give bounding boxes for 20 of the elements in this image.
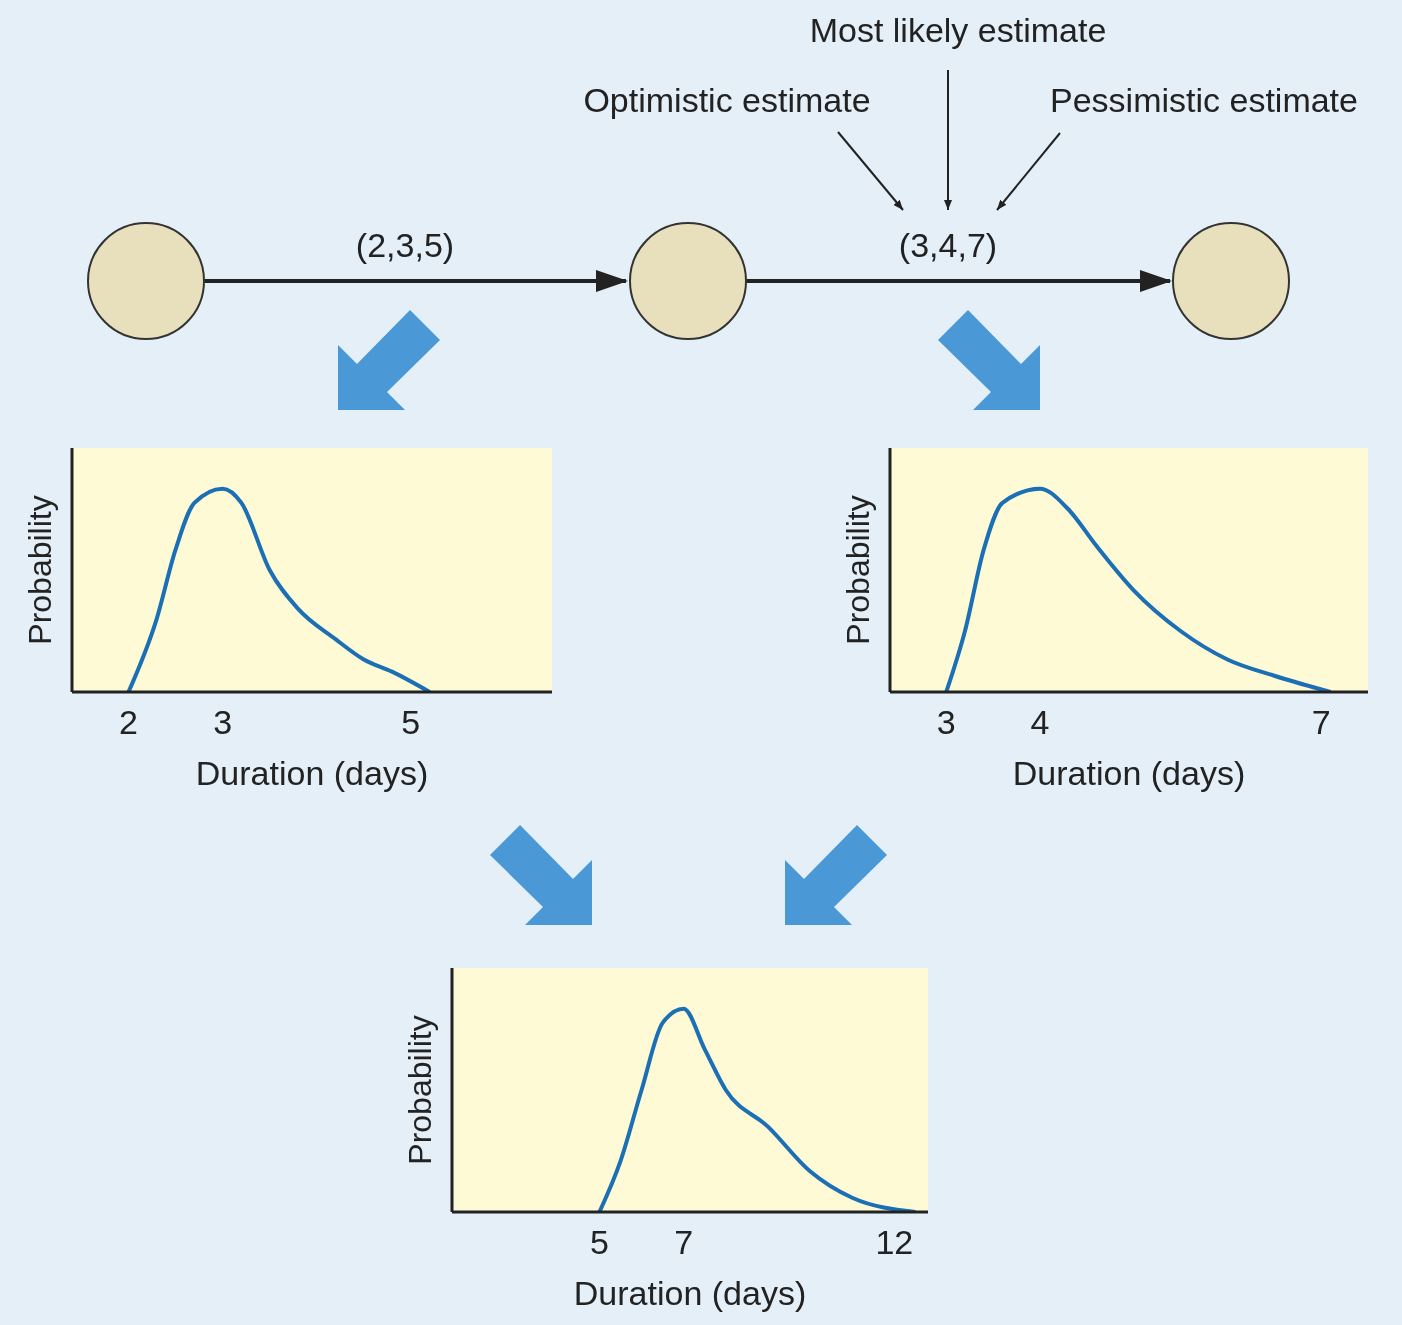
- x-axis-title: Duration (days): [573, 1274, 807, 1312]
- text: Pessimistic estimate: [1050, 80, 1358, 120]
- text: Optimistic estimate: [583, 80, 871, 120]
- x-axis-title: Duration (days): [195, 754, 429, 792]
- x-tick-label: 5: [401, 703, 421, 742]
- x-tick-label: 7: [674, 1223, 694, 1262]
- x-axis-title: Duration (days): [1012, 754, 1246, 792]
- x-tick-label: 12: [875, 1223, 914, 1262]
- x-tick-label: 4: [1030, 703, 1050, 742]
- text: (3,4,7): [898, 225, 998, 265]
- text: Most likely estimate: [809, 10, 1107, 50]
- x-tick-label: 3: [936, 703, 956, 742]
- y-axis-title: Probability: [839, 495, 877, 645]
- x-tick-label: 5: [589, 1223, 609, 1262]
- x-tick-label: 2: [119, 703, 138, 742]
- y-axis-title: Probability: [21, 495, 59, 645]
- text: (2,3,5): [355, 225, 455, 265]
- x-tick-label: 7: [1311, 703, 1331, 742]
- x-tick-label: 3: [213, 703, 233, 742]
- y-axis-title: Probability: [401, 1015, 439, 1165]
